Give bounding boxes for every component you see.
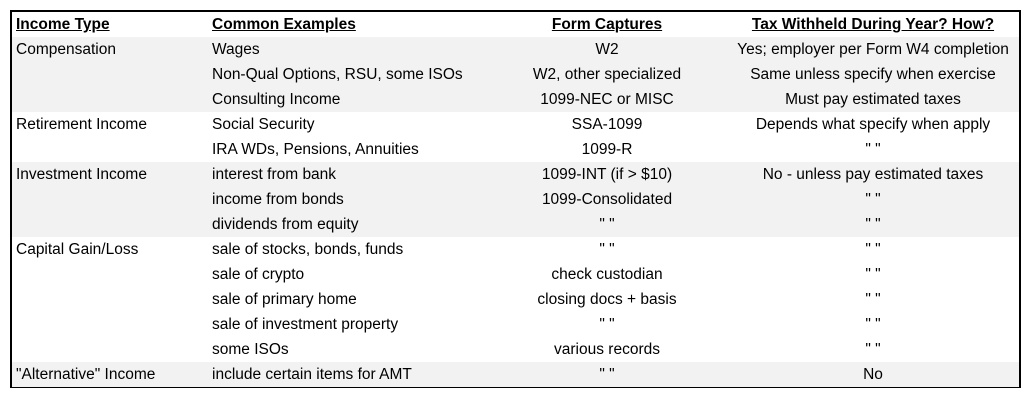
form-cell: check custodian (551, 266, 663, 283)
example-cell: sale of primary home (212, 291, 357, 308)
income-type-cell: "Alternative" Income (12, 362, 212, 387)
table-row: Capital Gain/Loss sale of stocks, bonds, … (12, 237, 1019, 262)
withholding-cell: Depends what specify when apply (755, 116, 991, 133)
table-row: Non-Qual Options, RSU, some ISOs W2, othe… (12, 62, 1019, 87)
withholding-cell: " " (727, 212, 1019, 237)
withholding-cell: Same unless specify when exercise (727, 62, 1019, 87)
income-type-cell (12, 62, 212, 87)
form-cell: various records (554, 341, 660, 358)
form-cell: 1099-Consolidated (487, 187, 727, 212)
example-cell: income from bonds (212, 187, 487, 212)
form-cell: " " (487, 212, 727, 237)
table-row: sale of crypto check custodian " " (12, 262, 1019, 287)
table-row: Investment Income interest from bank 1099-… (12, 162, 1019, 187)
form-cell: " " (487, 362, 727, 387)
income-tax-table: Income Type Common Examples Form Capture… (10, 10, 1021, 388)
header-form-captures: Form Captures (551, 16, 663, 33)
income-type-cell (12, 287, 212, 312)
example-cell: dividends from equity (212, 212, 487, 237)
income-type-cell: Compensation (12, 37, 212, 62)
example-cell: Wages (212, 37, 487, 62)
header-income-type: Income Type (16, 16, 110, 33)
income-type-cell (12, 87, 212, 112)
form-cell: closing docs + basis (537, 291, 677, 308)
example-cell: sale of stocks, bonds, funds (212, 241, 404, 258)
table-row: income from bonds 1099-Consolidated " " (12, 187, 1019, 212)
withholding-cell: No - unless pay estimated taxes (727, 162, 1019, 187)
withholding-cell: " " (865, 241, 881, 258)
form-cell: W2 (487, 37, 727, 62)
form-cell: " " (599, 241, 615, 258)
form-cell: 1099-R (581, 141, 633, 158)
table-row: Retirement Income Social Security SSA-1099… (12, 112, 1019, 137)
example-cell: Non-Qual Options, RSU, some ISOs (212, 62, 487, 87)
example-cell: Consulting Income (212, 87, 487, 112)
table-row: IRA WDs, Pensions, Annuities 1099-R " " (12, 137, 1019, 162)
withholding-cell: " " (865, 141, 881, 158)
income-type-cell: Capital Gain/Loss (16, 241, 139, 258)
example-cell: sale of investment property (212, 316, 399, 333)
header-tax-withheld: Tax Withheld During Year? How? (751, 16, 995, 33)
example-cell: some ISOs (212, 341, 289, 358)
table-row: Consulting Income 1099-NEC or MISC Must pa… (12, 87, 1019, 112)
example-cell: IRA WDs, Pensions, Annuities (212, 141, 419, 158)
income-type-cell (12, 262, 212, 287)
example-cell: include certain items for AMT (212, 362, 487, 387)
withholding-cell: No (727, 362, 1019, 387)
withholding-cell: Yes; employer per Form W4 completion (727, 37, 1019, 62)
table-row: "Alternative" Income include certain item… (12, 362, 1019, 387)
header-common-examples: Common Examples (212, 16, 356, 33)
withholding-cell: " " (865, 341, 881, 358)
table-row: sale of primary home closing docs + basis… (12, 287, 1019, 312)
table-row: Compensation Wages W2 Yes; employer per For… (12, 37, 1019, 62)
income-type-cell: Retirement Income (16, 116, 147, 133)
form-cell: 1099-NEC or MISC (487, 87, 727, 112)
income-type-cell: Investment Income (12, 162, 212, 187)
example-cell: sale of crypto (212, 266, 305, 283)
income-type-cell (12, 187, 212, 212)
income-type-cell (12, 137, 212, 162)
example-cell: interest from bank (212, 162, 487, 187)
income-type-cell (12, 337, 212, 362)
table-row: some ISOs various records " " (12, 337, 1019, 362)
withholding-cell: " " (865, 266, 881, 283)
withholding-cell: " " (727, 187, 1019, 212)
withholding-cell: " " (865, 291, 881, 308)
income-type-cell (12, 212, 212, 237)
table-row: dividends from equity " " " " (12, 212, 1019, 237)
header-row: Income Type Common Examples Form Capture… (12, 12, 1019, 37)
example-cell: Social Security (212, 116, 315, 133)
income-type-cell (12, 312, 212, 337)
table-row: sale of investment property " " " " (12, 312, 1019, 337)
withholding-cell: " " (865, 316, 881, 333)
form-cell: W2, other specialized (487, 62, 727, 87)
withholding-cell: Must pay estimated taxes (727, 87, 1019, 112)
form-cell: SSA-1099 (571, 116, 643, 133)
form-cell: " " (599, 316, 615, 333)
form-cell: 1099-INT (if > $10) (487, 162, 727, 187)
